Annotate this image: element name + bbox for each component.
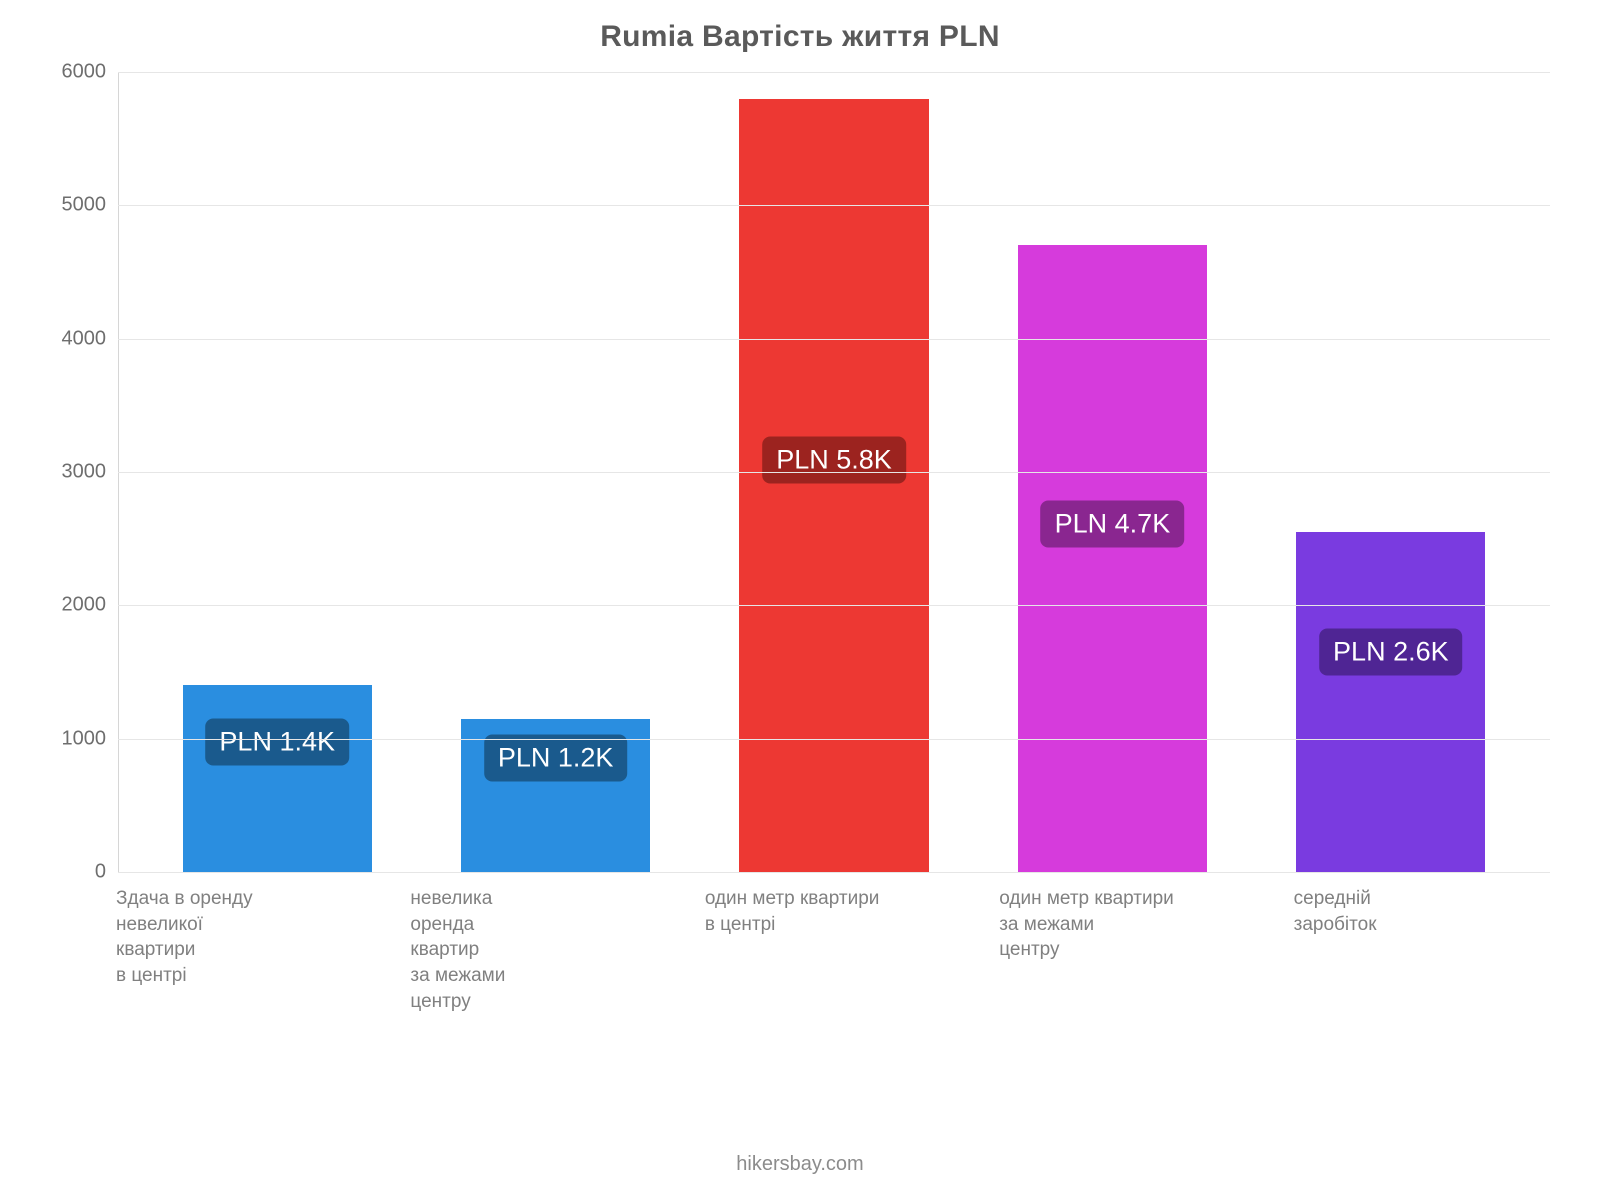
x-axis-label: один метр квартири за межами центру xyxy=(999,886,1257,963)
y-tick-label: 2000 xyxy=(62,594,107,617)
gridline xyxy=(118,739,1550,740)
y-tick-label: 5000 xyxy=(62,194,107,217)
y-tick-label: 4000 xyxy=(62,327,107,350)
x-axis-label: один метр квартири в центрі xyxy=(705,886,963,937)
gridline xyxy=(118,72,1550,73)
plot-region: 0100020003000400050006000 PLN 1.4KPLN 1.… xyxy=(40,72,1560,872)
x-label-slot: один метр квартири за межами центру xyxy=(981,872,1275,1014)
bar xyxy=(1296,532,1485,872)
chart-footer: hikersbay.com xyxy=(0,1153,1600,1176)
x-label-slot: один метр квартири в центрі xyxy=(687,872,981,1014)
bar xyxy=(183,685,372,872)
x-axis-labels: Здача в оренду невеликої квартири в цент… xyxy=(78,872,1590,1014)
x-label-slot: середній заробіток xyxy=(1276,872,1570,1014)
y-tick-label: 6000 xyxy=(62,61,107,84)
gridline xyxy=(118,205,1550,206)
y-tick-label: 1000 xyxy=(62,727,107,750)
bar xyxy=(739,99,928,872)
gridline xyxy=(118,472,1550,473)
bar xyxy=(461,719,650,872)
y-axis: 0100020003000400050006000 xyxy=(40,72,118,872)
gridline xyxy=(118,339,1550,340)
x-label-slot: Здача в оренду невеликої квартири в цент… xyxy=(98,872,392,1014)
x-axis-label: Здача в оренду невеликої квартири в цент… xyxy=(116,886,374,989)
chart-container: Rumia Вартість життя PLN 010002000300040… xyxy=(0,0,1600,1200)
x-axis-label: середній заробіток xyxy=(1294,886,1552,937)
y-tick-label: 3000 xyxy=(62,461,107,484)
x-label-slot: невелика оренда квартир за межами центру xyxy=(392,872,686,1014)
x-axis-label: невелика оренда квартир за межами центру xyxy=(410,886,668,1014)
plot-inner: PLN 1.4KPLN 1.2KPLN 5.8KPLN 4.7KPLN 2.6K xyxy=(118,72,1550,872)
chart-title: Rumia Вартість життя PLN xyxy=(40,20,1560,54)
gridline xyxy=(118,605,1550,606)
